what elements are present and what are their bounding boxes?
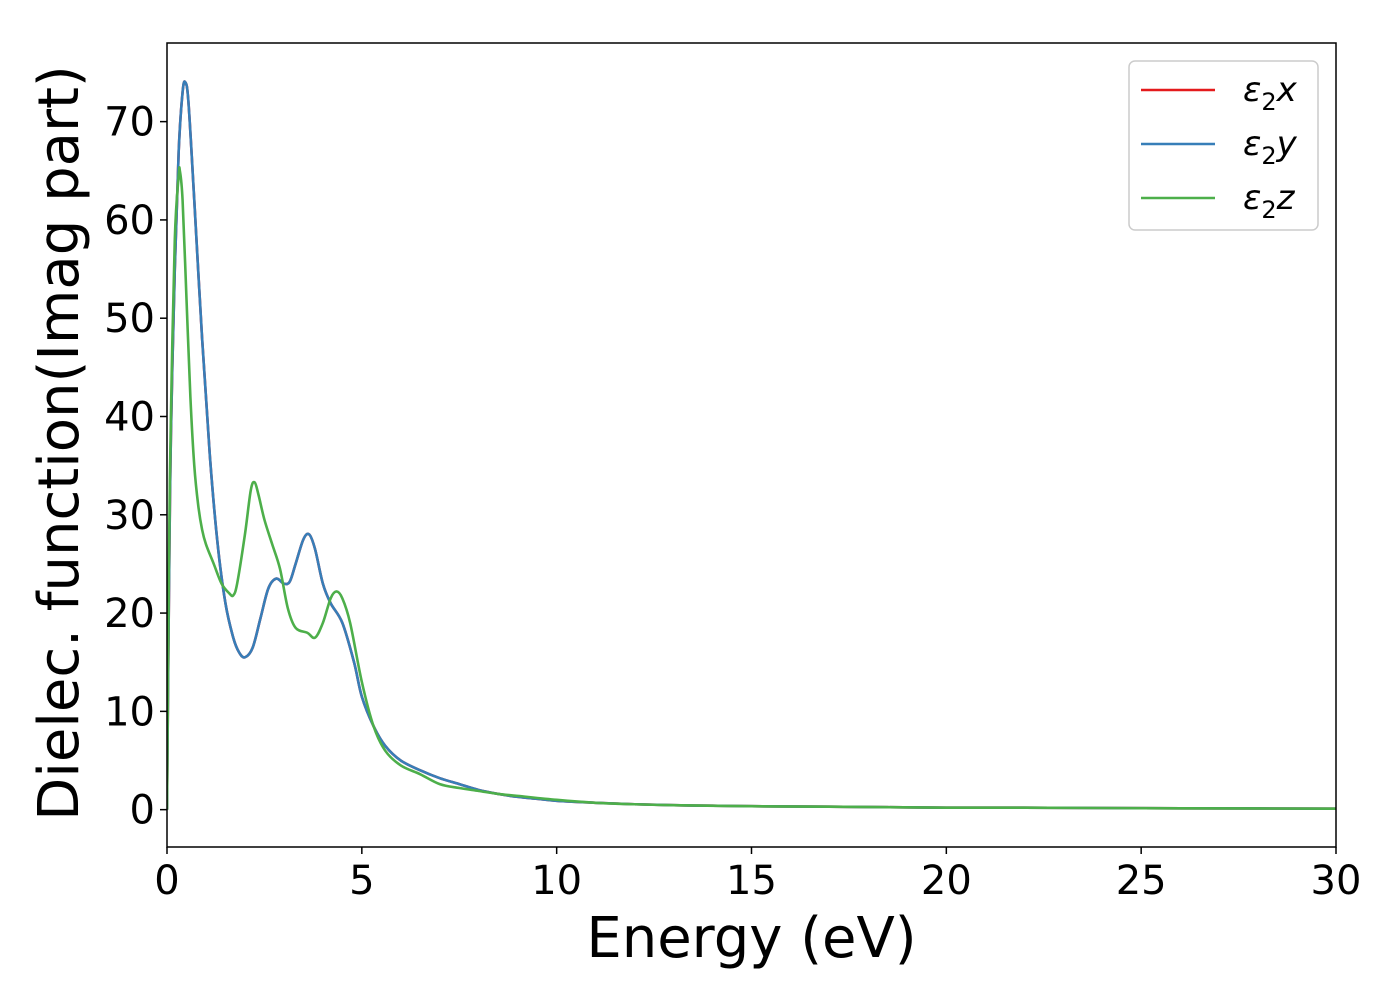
y-axis-ticks: 0 10 20 30 40 50 60 70 (104, 100, 167, 834)
series-line-ε2z (167, 166, 1336, 810)
y-tick-label: 70 (104, 100, 155, 146)
y-tick-label: 50 (104, 296, 155, 342)
legend-subscript: 2 (1261, 196, 1276, 224)
y-tick-label: 10 (104, 689, 155, 735)
y-tick-label: 0 (130, 788, 155, 834)
y-axis-label: Dielec. function(Imag part) (27, 65, 92, 821)
legend-label-y: ε2y (1243, 124, 1298, 170)
legend-symbol: ε (1243, 124, 1261, 164)
legend-axis: z (1276, 178, 1296, 218)
legend-axis: x (1276, 70, 1298, 110)
legend-axis: y (1276, 124, 1298, 164)
legend-subscript: 2 (1261, 142, 1276, 170)
x-axis-label: Energy (eV) (586, 906, 916, 971)
y-tick-label: 30 (104, 493, 155, 539)
series-layer (167, 80, 1336, 810)
y-tick-label: 40 (104, 394, 155, 440)
x-tick-label: 20 (921, 858, 972, 904)
x-tick-label: 15 (726, 858, 777, 904)
y-tick-label: 60 (104, 198, 155, 244)
legend-symbol: ε (1243, 178, 1261, 218)
x-tick-label: 25 (1116, 858, 1167, 904)
y-tick-label: 20 (104, 591, 155, 637)
x-tick-label: 5 (349, 858, 374, 904)
legend-label-x: ε2x (1243, 70, 1298, 116)
x-tick-label: 30 (1311, 858, 1362, 904)
x-tick-label: 0 (154, 858, 179, 904)
legend-box (1128, 60, 1319, 231)
legend-symbol: ε (1243, 70, 1261, 110)
legend-label-z: ε2z (1243, 178, 1296, 224)
x-tick-label: 10 (531, 858, 582, 904)
legend-subscript: 2 (1261, 88, 1276, 116)
x-axis-ticks: 0 5 10 15 20 25 30 (154, 847, 1361, 904)
